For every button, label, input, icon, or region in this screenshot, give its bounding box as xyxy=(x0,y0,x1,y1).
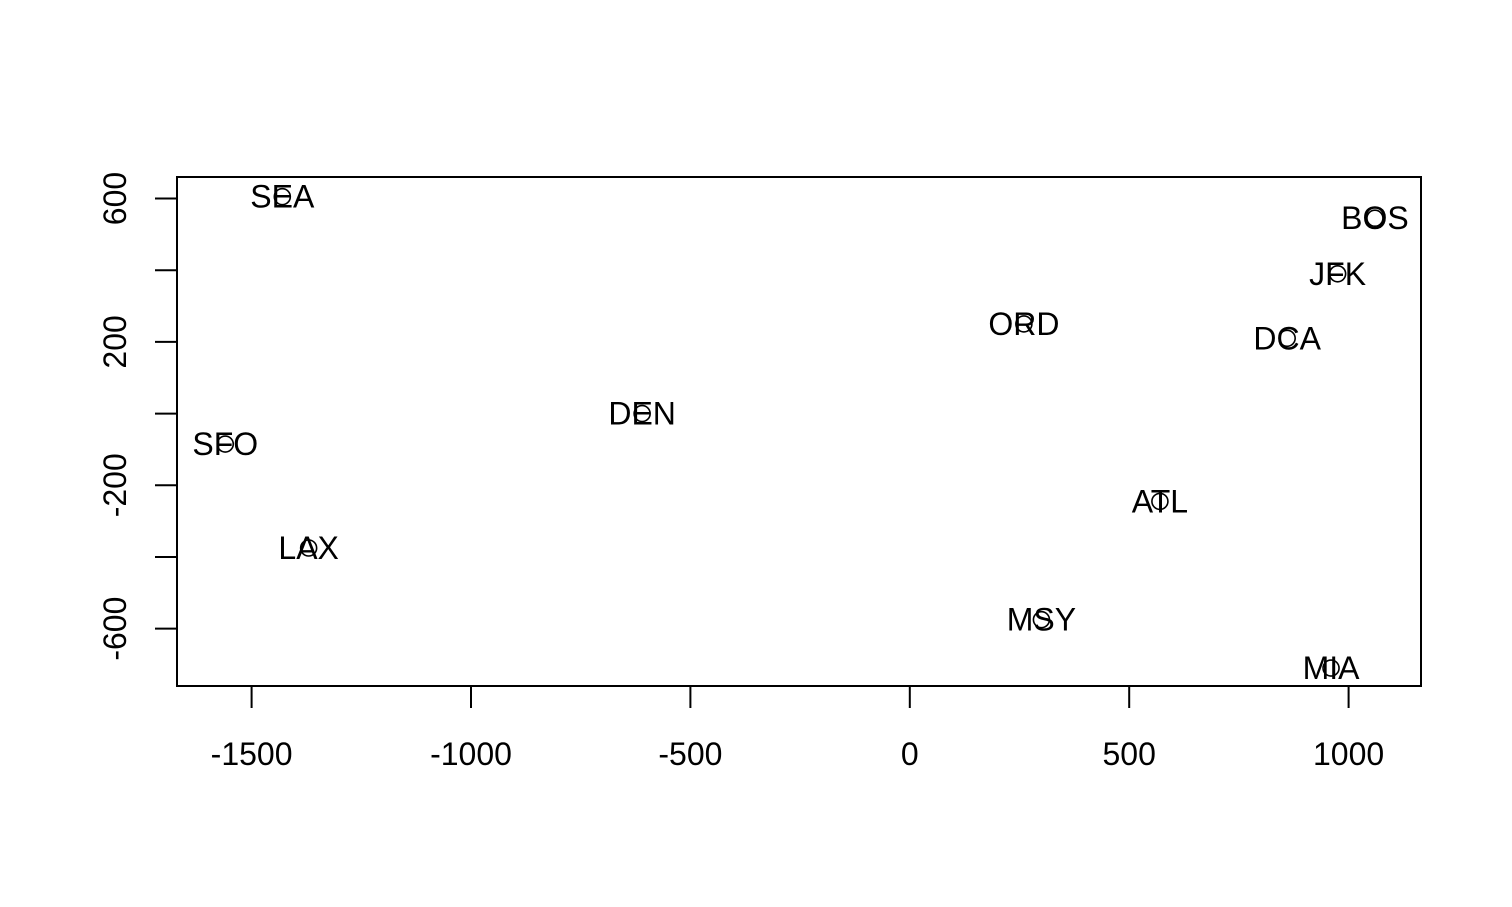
point-marker xyxy=(299,539,318,557)
point-label: MIA xyxy=(1303,650,1361,686)
x-axis: -1500 -1000 -500 0 500 1000 xyxy=(211,685,1384,772)
x-tick-label: -1000 xyxy=(430,736,512,772)
point-marker xyxy=(1015,315,1033,333)
point-label: SEA xyxy=(250,179,315,215)
x-tick-label: 500 xyxy=(1103,736,1156,772)
y-tick-label: -200 xyxy=(97,453,133,517)
point-marker xyxy=(1328,264,1347,283)
point-marker xyxy=(633,404,651,423)
point-label: MSY xyxy=(1007,602,1076,638)
plot-frame xyxy=(176,176,1422,687)
point-marker xyxy=(1278,329,1296,348)
x-tick-label: 1000 xyxy=(1313,736,1384,772)
point-label: ATL xyxy=(1132,483,1188,519)
point-label: DCA xyxy=(1253,320,1321,356)
x-tick-label: -1500 xyxy=(211,736,293,772)
point-marker xyxy=(1366,209,1384,228)
point-marker xyxy=(1322,659,1340,677)
data-points: SEA BOS JFK ORD DCA DEN SFO ATL LAX MSY MIA xyxy=(192,179,1408,686)
y-tick-label: -600 xyxy=(97,597,133,661)
y-axis: -600 -200 200 600 xyxy=(97,172,178,661)
point-label: SFO xyxy=(192,426,258,462)
y-tick-label: 200 xyxy=(97,315,133,368)
point-label: JFK xyxy=(1309,256,1366,292)
point-marker xyxy=(273,187,292,206)
point-marker xyxy=(216,435,235,453)
point-marker xyxy=(1032,610,1051,629)
point-label: BOS xyxy=(1341,200,1409,236)
x-tick-label: 0 xyxy=(901,736,919,772)
point-label: LAX xyxy=(278,530,338,566)
point-marker xyxy=(1151,492,1169,511)
point-label: ORD xyxy=(988,306,1059,342)
x-tick-label: -500 xyxy=(658,736,722,772)
point-label: DEN xyxy=(608,396,676,432)
y-tick-label: 600 xyxy=(97,172,133,225)
